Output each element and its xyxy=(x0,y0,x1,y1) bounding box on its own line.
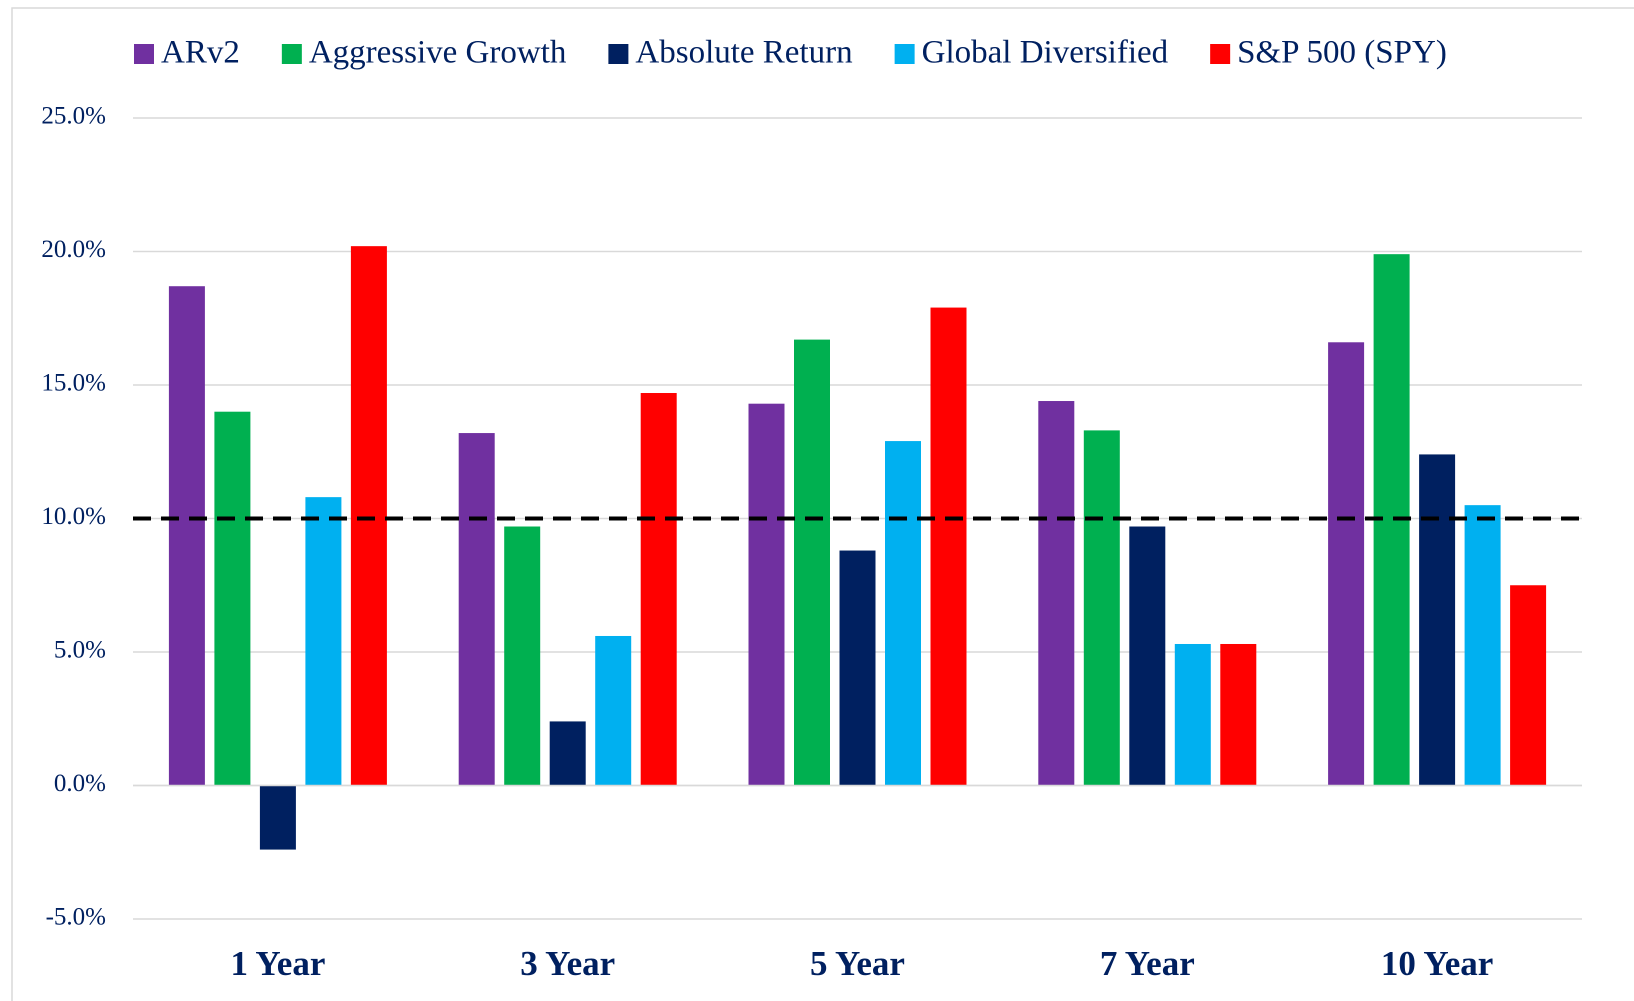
bar xyxy=(1510,585,1547,786)
bar xyxy=(259,785,296,850)
bar xyxy=(1174,643,1211,786)
y-tick-label: 10.0% xyxy=(41,503,106,530)
bar xyxy=(1419,454,1456,786)
y-tick-label: 15.0% xyxy=(41,370,106,397)
legend-swatch xyxy=(281,44,302,64)
y-tick-label: 5.0% xyxy=(54,637,106,664)
legend-swatch xyxy=(894,44,915,64)
y-tick-label: 0.0% xyxy=(54,770,106,797)
bar xyxy=(214,411,251,786)
legend-swatch xyxy=(608,44,629,64)
x-tick-label: 1 Year xyxy=(230,944,325,983)
legend-label: S&P 500 (SPY) xyxy=(1237,35,1447,71)
bar xyxy=(885,441,921,786)
legend-label: Aggressive Growth xyxy=(309,35,567,71)
legend-label: ARv2 xyxy=(161,35,240,71)
bar xyxy=(1220,643,1257,786)
x-tick-label: 7 Year xyxy=(1100,944,1195,983)
bar xyxy=(595,635,632,786)
chart-frame xyxy=(11,7,1634,1001)
legend-swatch xyxy=(1210,44,1231,64)
bar xyxy=(794,339,830,786)
bar xyxy=(504,526,541,786)
y-tick-label: -5.0% xyxy=(46,904,106,931)
bar xyxy=(930,307,967,786)
y-tick-label: 25.0% xyxy=(41,103,106,130)
legend-swatch xyxy=(134,44,154,64)
bar xyxy=(640,393,677,786)
bar xyxy=(305,497,342,786)
legend-label: Absolute Return xyxy=(635,35,852,71)
x-tick-label: 5 Year xyxy=(810,944,905,983)
bar xyxy=(458,433,495,786)
bar xyxy=(549,721,586,786)
bar xyxy=(1129,526,1166,786)
legend-label: Global Diversified xyxy=(922,35,1169,71)
x-tick-label: 10 Year xyxy=(1381,944,1493,983)
bar xyxy=(1464,505,1501,786)
x-tick-label: 3 Year xyxy=(520,944,615,983)
bar xyxy=(1038,401,1075,786)
bar xyxy=(168,286,205,786)
bar xyxy=(839,550,876,786)
bar xyxy=(1083,430,1120,786)
bar xyxy=(748,403,785,786)
bar xyxy=(1328,342,1365,786)
bar xyxy=(350,246,387,786)
y-tick-label: 20.0% xyxy=(41,236,106,263)
